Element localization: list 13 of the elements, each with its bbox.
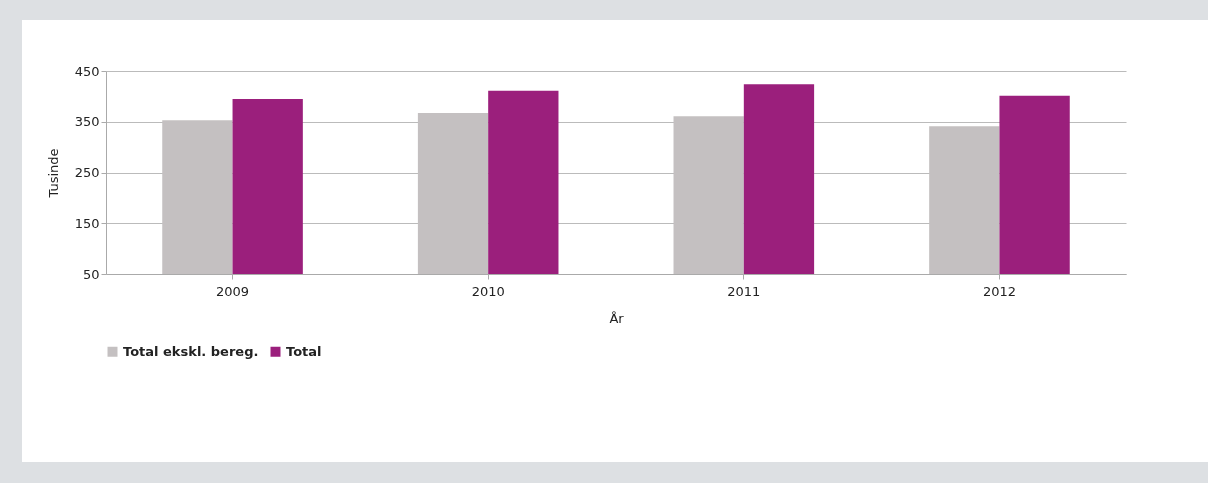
y-tick-label: 150 [74,215,100,231]
x-tick-label: 2012 [982,283,1017,299]
y-tick-label: 450 [74,63,100,79]
y-tick-label: 50 [82,266,100,282]
x-tick-label: 2011 [727,283,761,299]
x-tick-label: 2009 [215,283,250,299]
legend-label: Total ekskl. bereg. [123,343,259,359]
x-axis-title: År [609,310,625,326]
y-axis-title: Tusinde [45,148,61,199]
y-tick-label: 350 [74,114,100,130]
legend-label: Total [286,343,322,359]
y-tick-label: 250 [74,165,100,180]
x-tick-label: 2010 [471,283,505,299]
